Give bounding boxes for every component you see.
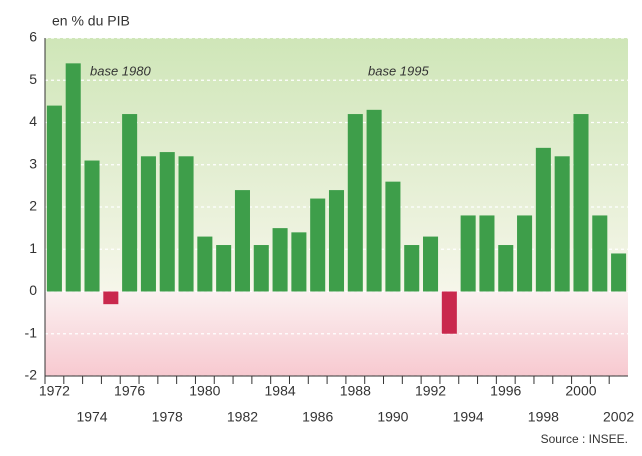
bar: [347, 114, 363, 292]
x-tick-label: 1984: [265, 383, 296, 399]
bar: [423, 236, 439, 292]
bar: [197, 236, 213, 292]
bar: [517, 215, 533, 292]
bar: [291, 232, 307, 292]
y-tick-label: 0: [29, 282, 37, 298]
bar: [592, 215, 608, 292]
x-tick-label: 2000: [565, 383, 596, 399]
bar: [46, 105, 62, 292]
y-tick-label: -1: [25, 324, 38, 340]
bar: [460, 215, 476, 292]
bar: [385, 181, 401, 292]
x-tick-label: 1988: [340, 383, 371, 399]
x-tick-label: 1978: [152, 409, 183, 425]
bar: [140, 156, 156, 292]
bar: [122, 114, 138, 292]
bar: [479, 215, 495, 292]
x-tick-label: 1990: [377, 409, 408, 425]
x-tick-label: 1980: [189, 383, 220, 399]
x-tick-label: 1996: [490, 383, 521, 399]
bar: [611, 253, 627, 292]
x-tick-label: 1994: [453, 409, 484, 425]
x-tick-label: 1976: [114, 383, 145, 399]
bar: [310, 198, 326, 292]
y-tick-label: 6: [29, 29, 37, 45]
y-tick-label: 3: [29, 155, 37, 171]
bar: [328, 190, 345, 292]
y-tick-label: 1: [29, 240, 37, 256]
x-tick-label: 1974: [76, 409, 107, 425]
source: Source : INSEE.: [541, 432, 628, 446]
y-tick-label: 2: [29, 198, 37, 214]
bar: [65, 63, 81, 292]
annotation: base 1995: [368, 63, 429, 78]
x-tick-label: 1998: [528, 409, 559, 425]
bar: [178, 156, 194, 292]
bar: [498, 245, 514, 292]
bar: [573, 114, 589, 292]
bar: [103, 291, 119, 305]
y-tick-label: -2: [25, 367, 38, 383]
bar: [441, 291, 457, 334]
bar: [272, 228, 288, 292]
bar: [216, 245, 232, 292]
annotation: base 1980: [90, 63, 151, 78]
bar: [253, 245, 269, 292]
bar: [84, 160, 100, 292]
bar: [159, 152, 175, 292]
bar: [366, 109, 382, 292]
y-tick-label: 4: [29, 113, 37, 129]
bar: [404, 245, 420, 292]
x-tick-label: 1992: [415, 383, 446, 399]
plot-background: [45, 291, 628, 376]
x-tick-label: 1972: [39, 383, 70, 399]
bar: [234, 190, 250, 292]
axis-label: en % du PIB: [52, 13, 130, 29]
bar: [535, 147, 551, 292]
x-tick-label: 1986: [302, 409, 333, 425]
x-tick-label: 2002: [603, 409, 634, 425]
x-tick-label: 1982: [227, 409, 258, 425]
bar: [554, 156, 570, 292]
y-tick-label: 5: [29, 71, 37, 87]
